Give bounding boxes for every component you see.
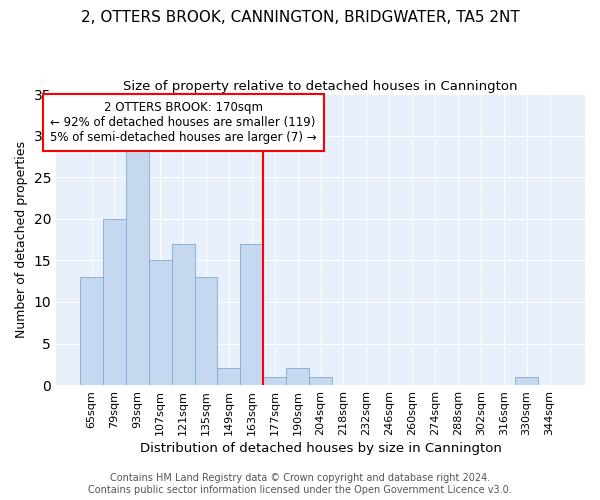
Text: 2, OTTERS BROOK, CANNINGTON, BRIDGWATER, TA5 2NT: 2, OTTERS BROOK, CANNINGTON, BRIDGWATER,… [80,10,520,25]
Bar [217,368,241,385]
Bar [286,368,309,385]
Bar [126,144,149,385]
Title: Size of property relative to detached houses in Cannington: Size of property relative to detached ho… [123,80,518,93]
Bar [103,219,126,385]
Bar [80,277,103,385]
Y-axis label: Number of detached properties: Number of detached properties [15,141,28,338]
Bar [194,277,217,385]
Bar [263,377,286,385]
Bar [309,377,332,385]
Text: 2 OTTERS BROOK: 170sqm
← 92% of detached houses are smaller (119)
5% of semi-det: 2 OTTERS BROOK: 170sqm ← 92% of detached… [50,101,316,144]
Bar [172,244,194,385]
Bar [241,244,263,385]
Text: Contains HM Land Registry data © Crown copyright and database right 2024.
Contai: Contains HM Land Registry data © Crown c… [88,474,512,495]
X-axis label: Distribution of detached houses by size in Cannington: Distribution of detached houses by size … [140,442,502,455]
Bar [515,377,538,385]
Bar [149,260,172,385]
